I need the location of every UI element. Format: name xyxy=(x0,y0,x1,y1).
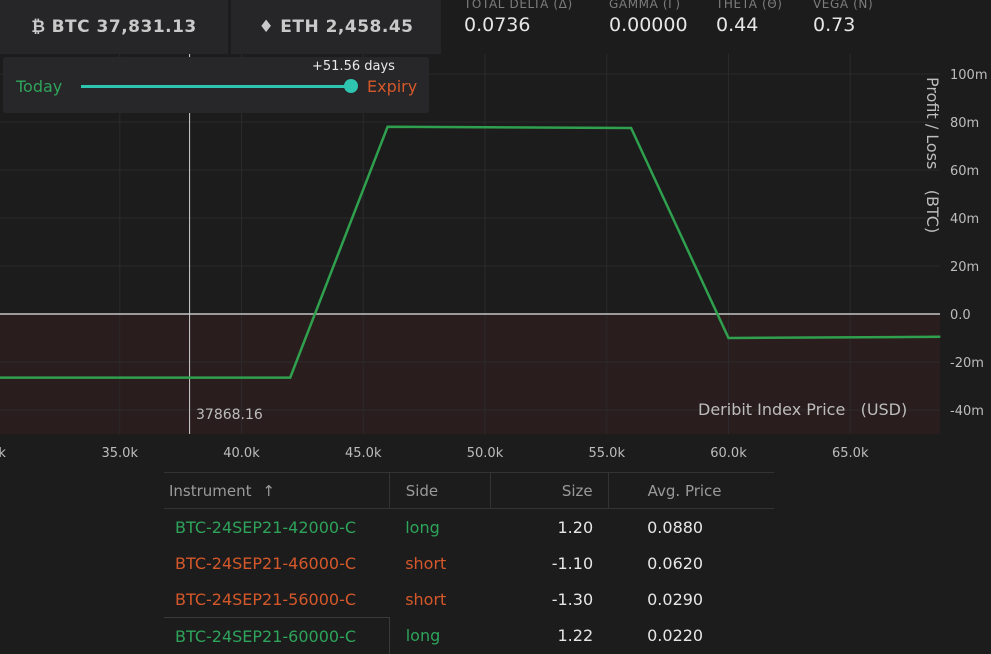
y-tick-label: 0.0 xyxy=(950,308,971,323)
ethereum-icon: ♦ xyxy=(259,17,275,37)
x-tick-label: 35.0k xyxy=(102,446,139,461)
y-tick-label: -40m xyxy=(950,404,984,419)
time-slider-track[interactable] xyxy=(81,85,351,88)
size-cell: 1.22 xyxy=(490,618,608,654)
greek-label: THETA (Θ) xyxy=(716,0,783,11)
greek-label: VEGA (N) xyxy=(813,0,873,11)
instrument-cell: BTC-24SEP21-60000-C xyxy=(164,618,389,654)
greek-value: 0.0736 xyxy=(464,14,573,36)
positions-table: Instrument ↑ Side Size Avg. Price BTC-24… xyxy=(164,472,774,654)
side-cell: short xyxy=(389,545,490,581)
x-axis-label: Deribit Index Price (USD) xyxy=(698,400,907,419)
size-cell: 1.20 xyxy=(490,509,608,546)
instrument-cell: BTC-24SEP21-46000-C xyxy=(164,545,389,581)
side-cell: long xyxy=(389,509,490,546)
eth-price: ETH 2,458.45 xyxy=(280,17,413,37)
greek-label: GAMMA (Γ) xyxy=(609,0,688,11)
y-tick-label: -20m xyxy=(950,356,984,371)
avg-price-cell: 0.0220 xyxy=(608,618,774,654)
column-header-size[interactable]: Size xyxy=(490,473,608,509)
time-slider-panel: +51.56 days Today Expiry xyxy=(3,57,429,113)
greek-value: 0.73 xyxy=(813,14,873,36)
side-cell: long xyxy=(389,618,490,654)
greek-value: 0.00000 xyxy=(609,14,688,36)
avg-price-cell: 0.0880 xyxy=(608,509,774,546)
y-axis-label: Profit / Loss (BTC) xyxy=(918,77,942,217)
table-header-row: Instrument ↑ Side Size Avg. Price xyxy=(164,473,774,509)
today-label[interactable]: Today xyxy=(16,77,62,96)
greek-theta: THETA (Θ) 0.44 xyxy=(716,0,783,36)
cursor-price-label: 37868.16 xyxy=(196,407,263,423)
y-tick-label: 60m xyxy=(950,164,979,179)
x-tick-label: 60.0k xyxy=(710,446,747,461)
instrument-cell: BTC-24SEP21-42000-C xyxy=(164,509,389,546)
eth-ticker[interactable]: ♦ ETH 2,458.45 xyxy=(231,0,441,54)
x-axis: 0k 35.0k 40.0k 45.0k 50.0k 55.0k 60.0k 65.0k xyxy=(0,446,869,461)
greek-value: 0.44 xyxy=(716,14,783,36)
greek-vega: VEGA (N) 0.73 xyxy=(813,0,873,36)
greek-gamma: GAMMA (Γ) 0.00000 xyxy=(609,0,688,36)
y-tick-label: 40m xyxy=(950,212,979,227)
greek-total-delta: TOTAL DELTA (Δ) 0.0736 xyxy=(464,0,573,36)
sort-ascending-icon[interactable]: ↑ xyxy=(262,482,275,500)
time-slider-handle[interactable] xyxy=(344,79,358,93)
x-tick-label: 45.0k xyxy=(345,446,382,461)
side-cell: short xyxy=(389,581,490,618)
y-axis: 100m 80m 60m 40m 20m 0.0 -20m -40m xyxy=(950,68,987,419)
days-to-expiry-label: +51.56 days xyxy=(312,59,395,74)
expiry-label[interactable]: Expiry xyxy=(367,77,417,96)
size-cell: -1.30 xyxy=(490,581,608,618)
size-cell: -1.10 xyxy=(490,545,608,581)
btc-price: BTC 37,831.13 xyxy=(52,17,197,37)
greek-label: TOTAL DELTA (Δ) xyxy=(464,0,573,11)
x-tick-label: 40.0k xyxy=(223,446,260,461)
x-tick-label: 0k xyxy=(0,446,6,461)
x-tick-label: 50.0k xyxy=(467,446,504,461)
column-header-instrument[interactable]: Instrument ↑ xyxy=(164,473,389,509)
instrument-cell: BTC-24SEP21-56000-C xyxy=(164,581,389,618)
column-header-side[interactable]: Side xyxy=(389,473,490,509)
btc-ticker[interactable]: ₿ BTC 37,831.13 xyxy=(0,0,228,54)
x-tick-label: 55.0k xyxy=(589,446,626,461)
column-header-avg-price[interactable]: Avg. Price xyxy=(608,473,774,509)
bitcoin-icon: ₿ xyxy=(31,17,45,37)
x-tick-label: 65.0k xyxy=(832,446,869,461)
y-tick-label: 20m xyxy=(950,260,979,275)
y-tick-label: 80m xyxy=(950,116,979,131)
avg-price-cell: 0.0620 xyxy=(608,545,774,581)
y-tick-label: 100m xyxy=(950,68,987,83)
avg-price-cell: 0.0290 xyxy=(608,581,774,618)
